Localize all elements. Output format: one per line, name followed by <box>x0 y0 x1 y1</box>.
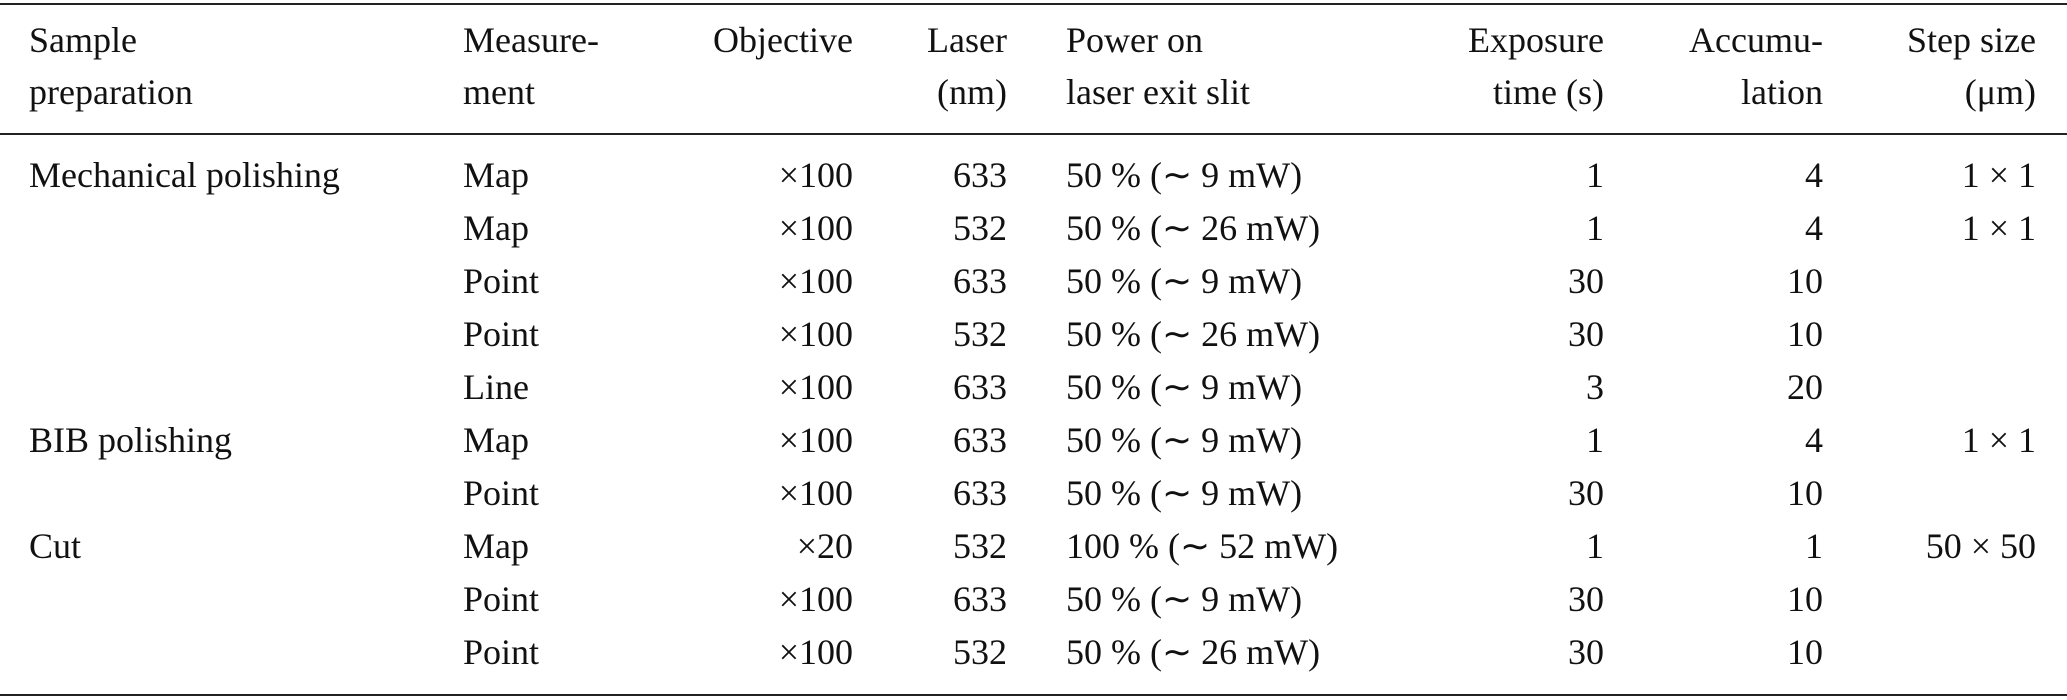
header-cell: Laser <box>927 20 1007 60</box>
table-cell: 4 <box>1805 208 1823 248</box>
header-cell: ment <box>463 72 535 112</box>
table-cell: 633 <box>953 420 1007 460</box>
table-cell: 50 % (∼ 26 mW) <box>1066 208 1321 248</box>
table-cell: 50 % (∼ 9 mW) <box>1066 155 1303 195</box>
table-cell: 1 <box>1805 526 1823 566</box>
header-cell: Exposure <box>1468 20 1604 60</box>
table-cell: ×100 <box>778 261 853 301</box>
table-cell: 50 % (∼ 26 mW) <box>1066 632 1321 672</box>
header-rule <box>0 133 2067 135</box>
table-cell: 532 <box>953 632 1007 672</box>
header-cell: (nm) <box>937 72 1007 112</box>
table-cell: ×100 <box>778 420 853 460</box>
header-cell: Power on <box>1066 20 1203 60</box>
table-cell: 1 <box>1586 155 1604 195</box>
table-cell: Line <box>463 367 529 407</box>
table-cell: 10 <box>1787 632 1823 672</box>
table-cell: 633 <box>953 367 1007 407</box>
table-cell: ×100 <box>778 579 853 619</box>
table-cell: 10 <box>1787 579 1823 619</box>
table-cell: 30 <box>1568 579 1604 619</box>
table-cell: 1 × 1 <box>1961 208 2036 248</box>
table-cell: Point <box>463 314 540 354</box>
table-cell: 50 × 50 <box>1925 526 2036 566</box>
top-rule <box>0 3 2067 5</box>
table-cell: Map <box>463 155 529 195</box>
header-cell: time (s) <box>1493 72 1604 112</box>
table-cell: 50 % (∼ 26 mW) <box>1066 314 1321 354</box>
table-cell: 30 <box>1568 473 1604 513</box>
header-cell: Accumu- <box>1689 20 1823 60</box>
table-cell: ×100 <box>778 632 853 672</box>
table-cell: 1 <box>1586 208 1604 248</box>
table-cell: 100 % (∼ 52 mW) <box>1066 526 1339 566</box>
table-cell: 30 <box>1568 314 1604 354</box>
table-cell: 50 % (∼ 9 mW) <box>1066 420 1303 460</box>
table-cell: BIB polishing <box>29 420 233 460</box>
table-cell: 20 <box>1787 367 1823 407</box>
table-cell: Map <box>463 420 529 460</box>
table-cell: 1 × 1 <box>1961 155 2036 195</box>
header-cell: laser exit slit <box>1066 72 1250 112</box>
table-cell: 30 <box>1568 261 1604 301</box>
table-cell: 4 <box>1805 155 1823 195</box>
table-cell: 50 % (∼ 9 mW) <box>1066 261 1303 301</box>
header-cell: Step size <box>1907 20 2036 60</box>
table-cell: 10 <box>1787 473 1823 513</box>
table-cell: 1 × 1 <box>1961 420 2036 460</box>
table-cell: 1 <box>1586 526 1604 566</box>
table-cell: 633 <box>953 261 1007 301</box>
header-cell: Sample <box>29 20 137 60</box>
table-cell: 50 % (∼ 9 mW) <box>1066 367 1303 407</box>
table-cell: Map <box>463 526 529 566</box>
table-cell: ×100 <box>778 208 853 248</box>
table-cell: 3 <box>1586 367 1604 407</box>
table-cell: 532 <box>953 314 1007 354</box>
table-cell: 10 <box>1787 314 1823 354</box>
table-cell: ×100 <box>778 314 853 354</box>
table-cell: 4 <box>1805 420 1823 460</box>
table-cell: Mechanical polishing <box>29 155 340 195</box>
table-cell: Cut <box>29 526 82 566</box>
table-cell: 50 % (∼ 9 mW) <box>1066 579 1303 619</box>
table-cell: 633 <box>953 155 1007 195</box>
table-cell: ×100 <box>778 367 853 407</box>
table-cell: Point <box>463 579 540 619</box>
table-cell: 532 <box>953 208 1007 248</box>
header-cell: Measure- <box>463 20 599 60</box>
table-cell: Map <box>463 208 529 248</box>
table-cell: 532 <box>953 526 1007 566</box>
table-cell: Point <box>463 632 540 672</box>
table-cell: 1 <box>1586 420 1604 460</box>
bottom-rule <box>0 694 2067 696</box>
header-cell: lation <box>1741 72 1823 112</box>
table-cell: ×100 <box>778 473 853 513</box>
table-cell: 10 <box>1787 261 1823 301</box>
table-cell: 30 <box>1568 632 1604 672</box>
table-cell: Point <box>463 261 540 301</box>
table-cell: 633 <box>953 473 1007 513</box>
table-cell: 633 <box>953 579 1007 619</box>
table-cell: ×20 <box>796 526 853 566</box>
header-cell: Objective <box>713 20 853 60</box>
table-cell: Point <box>463 473 540 513</box>
header-cell: (μm) <box>1964 72 2036 112</box>
table-cell: ×100 <box>778 155 853 195</box>
header-cell: preparation <box>29 72 193 112</box>
table-cell: 50 % (∼ 9 mW) <box>1066 473 1303 513</box>
